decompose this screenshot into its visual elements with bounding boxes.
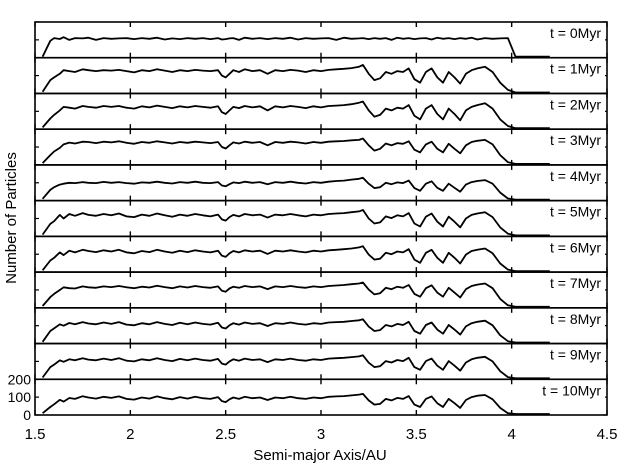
legend-box — [529, 60, 605, 77]
panel-6: t = 6Myr — [34, 235, 608, 273]
x-tick-label: 4 — [507, 426, 515, 443]
x-tick-label: 3.5 — [406, 426, 427, 443]
series-line — [41, 281, 550, 308]
series-line — [41, 245, 550, 273]
x-tick-label: 1.5 — [25, 426, 46, 443]
series-label: t = 0Myr — [550, 25, 601, 41]
series-line — [41, 137, 550, 165]
panel-0: t = 0Myr — [34, 21, 608, 59]
series-line — [42, 392, 550, 415]
x-tick-label: 4.5 — [597, 426, 618, 443]
series-label: t = 1Myr — [550, 61, 601, 77]
panel-1: t = 1Myr — [34, 56, 608, 95]
series-line — [41, 318, 550, 344]
x-tick-label: 2.5 — [215, 426, 236, 443]
legend-box — [529, 167, 605, 184]
x-tick-label: 3 — [317, 426, 325, 443]
series-label: t = 9Myr — [550, 347, 601, 363]
panel-2: t = 2Myr — [34, 92, 608, 130]
legend-box — [529, 25, 605, 41]
legend-box — [529, 96, 605, 113]
legend-box — [529, 203, 605, 220]
series-label: t = 6Myr — [550, 239, 601, 255]
series-line — [41, 64, 550, 94]
panel-5: t = 5Myr — [34, 199, 608, 238]
panel-frame — [34, 235, 608, 273]
panel-frame — [34, 21, 608, 59]
legend-box — [529, 132, 605, 149]
panel-frame — [34, 307, 608, 345]
y-tick-label: 100 — [8, 389, 32, 405]
series-line — [41, 208, 550, 237]
panel-4: t = 4Myr — [34, 164, 608, 202]
panel-frame — [34, 271, 608, 309]
y-axis-label: Number of Particles — [3, 152, 20, 284]
legend-box — [529, 382, 605, 399]
series-line — [41, 354, 550, 380]
series-label: t = 3Myr — [550, 132, 601, 148]
series-label: t = 4Myr — [550, 168, 601, 184]
series-label: t = 7Myr — [550, 275, 601, 291]
series-label: t = 2Myr — [550, 96, 601, 112]
series-line — [41, 176, 550, 201]
x-axis-label: Semi-major Axis/AU — [253, 447, 386, 464]
panel-frame — [34, 128, 608, 166]
series-label: t = 8Myr — [550, 311, 601, 327]
y-tick-labels: 0 100 200 — [8, 371, 32, 423]
panel-8: t = 8Myr — [34, 307, 608, 345]
panel-frame — [34, 199, 608, 238]
legend-box — [529, 346, 605, 363]
panel-frame — [34, 342, 608, 381]
panel-frame — [34, 92, 608, 130]
legend-box — [529, 275, 605, 292]
panel-7: t = 7Myr — [34, 271, 608, 309]
panel-9: t = 9Myr — [34, 342, 608, 381]
legend-box — [529, 310, 605, 327]
x-tick-labels: 1.5 2 2.5 3 3.5 4 4.5 — [25, 426, 618, 443]
panel-frame — [34, 56, 608, 95]
panels: t = 0Myr t = 1Myr t = 2Myr t = 3Myr t = 4Myr… — [34, 21, 608, 416]
series-label: t = 5Myr — [550, 204, 601, 220]
legend-box — [529, 239, 605, 256]
series-label: t = 10Myr — [542, 382, 601, 398]
panel-10: t = 10Myr — [34, 378, 608, 416]
y-tick-label: 0 — [23, 407, 31, 423]
series-line — [41, 100, 550, 130]
x-tick-label: 2 — [126, 426, 134, 443]
y-tick-label: 200 — [8, 371, 32, 387]
series-line — [41, 36, 550, 58]
panel-3: t = 3Myr — [34, 128, 608, 166]
